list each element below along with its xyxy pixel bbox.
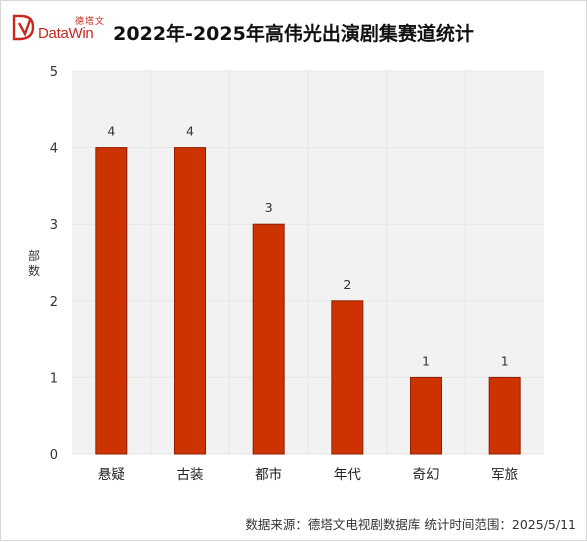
bar (252, 223, 285, 455)
bar (174, 147, 206, 455)
x-tick-label: 都市 (255, 466, 282, 483)
x-tick-label: 悬疑 (98, 467, 125, 483)
bar-value-label: 3 (265, 200, 273, 215)
bar-value-label: 1 (501, 353, 509, 368)
logo-english-text: DataWin (38, 25, 94, 42)
bar-value-label: 4 (186, 124, 194, 139)
x-tick-label: 奇幻 (413, 466, 440, 483)
data-source-note: 数据来源：德塔文电视剧数据库 统计时间范围：2025/5/11 (245, 517, 576, 532)
bar (95, 147, 128, 455)
x-tick-label: 年代 (334, 467, 361, 483)
y-tick-label: 3 (50, 218, 58, 233)
bar-value-label: 4 (107, 124, 115, 139)
bar (331, 300, 364, 455)
bar-value-label: 2 (343, 277, 351, 292)
y-tick-label: 1 (50, 371, 58, 386)
y-tick-label: 4 (50, 142, 58, 157)
x-tick-label: 军旅 (491, 467, 518, 483)
y-tick-label: 5 (50, 65, 58, 80)
bar (410, 376, 442, 455)
datawin-logo-icon (12, 14, 35, 41)
logo-chinese-text: 德塔文 (75, 17, 106, 27)
y-tick-label: 2 (50, 295, 58, 310)
bar-value-label: 1 (422, 353, 430, 368)
y-axis-label: 部数 (27, 249, 40, 278)
bar (488, 376, 521, 455)
x-tick-label: 古装 (177, 467, 204, 483)
datawin-logo: 德塔文 DataWin (11, 10, 121, 46)
chart-title: 2022年-2025年高伟光出演剧集赛道统计 (113, 23, 474, 45)
y-tick-label: 0 (50, 448, 58, 463)
